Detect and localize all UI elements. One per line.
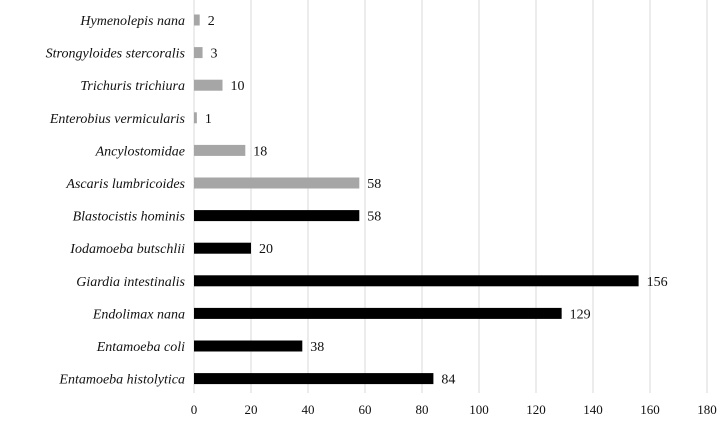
value-label: 18 — [253, 144, 267, 159]
category-label: Endolimax nana — [92, 307, 185, 322]
category-label: Iodamoeba butschlii — [69, 242, 185, 257]
value-label: 1 — [205, 112, 212, 127]
category-label: Entamoeba histolytica — [58, 373, 185, 388]
category-label: Hymenolepis nana — [79, 14, 185, 29]
bar-enterobius-vermicularis — [194, 112, 197, 124]
x-tick-label: 140 — [583, 402, 603, 417]
bar-strongyloides-stercoralis — [194, 47, 203, 59]
bar-endolimax-nana — [194, 307, 562, 319]
bar-ascaris-lumbricoides — [194, 177, 360, 189]
value-label: 10 — [231, 79, 245, 94]
x-tick-label: 160 — [640, 402, 660, 417]
value-label: 38 — [310, 340, 324, 355]
value-label: 3 — [211, 47, 218, 62]
category-label: Entamoeba coli — [96, 340, 185, 355]
category-label: Trichuris trichiura — [80, 79, 185, 94]
value-label: 58 — [367, 210, 381, 225]
x-tick-label: 180 — [697, 402, 717, 417]
category-label: Ascaris lumbricoides — [65, 177, 185, 192]
x-tick-label: 100 — [469, 402, 489, 417]
category-labels: Hymenolepis nana Strongyloides stercorali… — [46, 14, 186, 388]
value-label: 20 — [259, 242, 273, 257]
x-tick-label: 60 — [359, 402, 372, 417]
category-label: Enterobius vermicularis — [49, 112, 186, 127]
value-label: 156 — [647, 275, 668, 290]
bar-blastocistis-hominis — [194, 210, 360, 222]
value-label: 2 — [208, 14, 215, 29]
x-tick-label: 80 — [416, 402, 429, 417]
x-tick-label: 0 — [191, 402, 198, 417]
category-label: Blastocistis hominis — [73, 210, 186, 225]
x-tick-label: 120 — [526, 402, 546, 417]
bar-giardia-intestinalis — [194, 275, 639, 287]
bar-ancylostomidae — [194, 144, 246, 156]
category-label: Ancylostomidae — [95, 144, 185, 159]
gridlines — [193, 0, 708, 393]
value-labels: 2 3 10 1 18 58 58 20 156 129 38 84 — [205, 14, 668, 388]
bar-hymenolepis-nana — [194, 14, 200, 26]
bar-entamoeba-histolytica — [194, 373, 434, 385]
value-label: 58 — [367, 177, 381, 192]
bar-trichuris-trichiura — [194, 79, 223, 91]
value-label: 129 — [570, 307, 591, 322]
category-label: Giardia intestinalis — [76, 275, 185, 290]
bar-iodamoeba-butschlii — [194, 242, 251, 254]
x-tick-label: 20 — [245, 402, 258, 417]
bar-entamoeba-coli — [194, 340, 303, 352]
value-label: 84 — [441, 373, 455, 388]
category-label: Strongyloides stercoralis — [46, 47, 186, 62]
bars — [194, 14, 639, 385]
x-tick-label: 40 — [302, 402, 315, 417]
x-axis-ticks: 0 20 40 60 80 100 120 140 160 180 — [191, 402, 717, 417]
